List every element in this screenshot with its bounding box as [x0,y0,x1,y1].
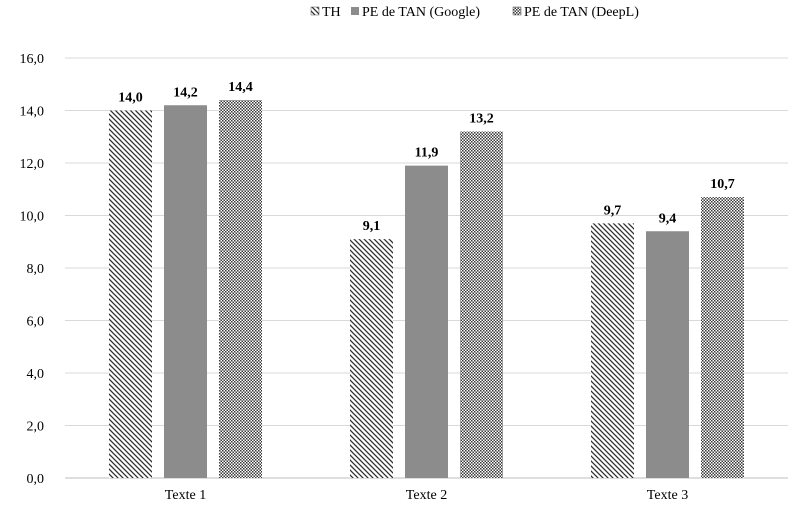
y-tick-label: 10,0 [20,210,45,225]
data-label: 11,9 [415,146,439,161]
bar [460,131,503,478]
data-label: 9,7 [604,203,622,218]
x-axis: Texte 1 Texte 2 Texte 3 [165,488,688,503]
legend-swatch [512,6,522,16]
data-label: 9,1 [363,219,381,234]
data-label: 9,4 [659,211,677,226]
bar [219,100,262,478]
y-tick-label: 12,0 [20,157,45,172]
data-label: 14,0 [118,91,143,106]
data-label: 14,4 [228,80,253,95]
y-tick-label: 4,0 [27,367,45,382]
legend-label: PE de TAN (DeepL) [524,5,639,20]
legend-label: TH [322,5,341,20]
bar [405,165,448,478]
legend-swatch [351,7,359,15]
bar [646,231,689,478]
bar [701,197,744,478]
legend-swatch [310,6,320,16]
bar [164,105,207,478]
legend: TH PE de TAN (Google) PE de TAN (DeepL) [310,5,639,20]
legend-label: PE de TAN (Google) [362,5,480,20]
y-tick-label: 8,0 [27,262,45,277]
data-label: 14,2 [173,85,198,100]
bar [591,223,634,478]
data-label: 13,2 [469,112,494,127]
y-tick-label: 14,0 [20,105,45,120]
bar [109,110,152,478]
y-tick-label: 2,0 [27,420,45,435]
data-label: 10,7 [710,177,735,192]
data-labels: 14,0 14,2 14,4 9,1 11,9 13,2 9,7 9,4 10,7 [118,80,735,234]
y-axis: 0,0 2,0 4,0 6,0 8,0 10,0 12,0 14,0 16,0 [20,52,45,487]
y-tick-label: 6,0 [27,315,45,330]
x-tick-label: Texte 2 [406,488,447,503]
y-tick-label: 0,0 [27,472,45,487]
x-tick-label: Texte 3 [647,488,688,503]
bar [350,239,393,478]
bars [109,100,744,478]
y-tick-label: 16,0 [20,52,45,67]
x-tick-label: Texte 1 [165,488,206,503]
